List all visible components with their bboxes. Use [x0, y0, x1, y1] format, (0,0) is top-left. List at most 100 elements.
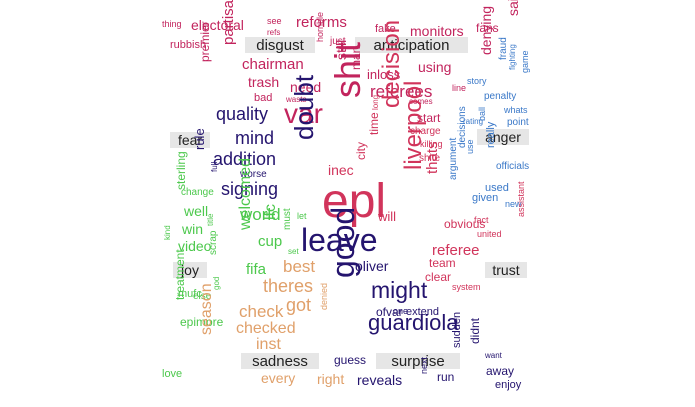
word-need: need: [290, 79, 322, 95]
category-label-anticipation: anticipation: [355, 37, 468, 53]
category-label-disgust: disgust: [245, 37, 315, 53]
word-every: every: [261, 370, 296, 386]
word-cup: cup: [258, 233, 283, 250]
word-kind: kind: [163, 225, 172, 240]
word-referee: referee: [432, 242, 480, 259]
word-theres: theres: [263, 276, 314, 296]
word-partisan: partisan: [220, 0, 237, 45]
word-next: next: [419, 356, 429, 374]
word-point: point: [507, 117, 529, 128]
word-referees: referees: [370, 82, 433, 101]
word-shit: shit: [327, 41, 368, 98]
word-enjoy: enjoy: [495, 379, 522, 391]
word-want: want: [485, 351, 502, 360]
word-long: long: [371, 94, 380, 110]
word-premier: premier: [198, 21, 212, 62]
word-epimore: epimore: [180, 315, 224, 329]
word-leave: leave: [301, 222, 378, 258]
word-welcomed: welcomed: [237, 157, 254, 230]
word-full: full: [210, 161, 219, 172]
word-inec: inec: [328, 162, 354, 178]
word-just: just: [330, 36, 346, 47]
word-reveals: reveals: [357, 372, 403, 388]
word-might: might: [371, 277, 428, 303]
word-wasts: wasts: [286, 95, 307, 104]
word-guardiola: guardiola: [368, 310, 459, 335]
word-denying: denying: [478, 5, 494, 55]
word-doubt: doubt: [289, 74, 319, 140]
word-charge: charge: [410, 126, 441, 137]
word-rule: rule: [192, 128, 207, 150]
word-sterling: sterling: [174, 151, 188, 190]
word-lfc: lfc: [262, 204, 279, 220]
word-whats: whats: [504, 105, 528, 115]
word-var: var: [284, 98, 323, 129]
word-used: used: [485, 182, 509, 194]
word-really: really: [485, 121, 497, 148]
word-given: given: [472, 192, 499, 204]
word-fans: fans: [476, 21, 499, 35]
word-well: well: [184, 203, 209, 219]
word-signing: signing: [221, 179, 279, 199]
category-label-anger: anger: [477, 129, 529, 145]
category-label-joy: joy: [173, 262, 207, 278]
word-right: right: [317, 371, 345, 387]
word-fighting: fighting: [508, 44, 517, 70]
word-oliver: oliver: [355, 258, 389, 274]
word-addition: addition: [213, 149, 277, 169]
word-set: set: [288, 247, 299, 256]
category-label-fear: fear: [170, 132, 210, 148]
word-clear: clear: [425, 270, 452, 284]
word-treatment: treatment: [173, 249, 187, 300]
word-run: run: [437, 370, 455, 384]
word-start: start: [417, 111, 441, 125]
word-rubbish: rubbish: [170, 39, 207, 51]
word-away: away: [486, 364, 515, 378]
word-mufc: mufc: [178, 288, 202, 300]
word-time: time: [367, 112, 381, 135]
word-extend: extend: [406, 306, 440, 318]
word-best: best: [283, 257, 316, 276]
word-shite: shite: [419, 153, 441, 164]
word-change: change: [181, 187, 214, 198]
word-video: video: [178, 238, 212, 254]
word-fact: fact: [474, 215, 489, 225]
word-obvious: obvious: [444, 217, 486, 231]
word-city: city: [354, 142, 368, 160]
word-monitors: monitors: [410, 23, 464, 39]
word-world: world: [240, 205, 281, 224]
word-ball: ball: [477, 106, 487, 121]
word-else: else: [193, 291, 212, 302]
word-story: story: [467, 76, 487, 86]
word-win: win: [182, 221, 204, 237]
word-reforms: reforms: [296, 14, 347, 31]
category-label-trust: trust: [485, 262, 527, 278]
word-assistant: assistant: [516, 181, 526, 217]
word-checked: checked: [236, 320, 296, 337]
word-fifa: fifa: [246, 261, 267, 278]
word-united: united: [477, 229, 502, 239]
word-one: one: [393, 306, 409, 316]
word-will: will: [378, 209, 397, 224]
word-see: see: [267, 16, 282, 26]
word-love: love: [162, 368, 183, 380]
category-label-surprise: surprise: [376, 353, 460, 369]
word-line: line: [452, 83, 467, 93]
word-inst: inst: [256, 336, 281, 353]
word-team: team: [429, 256, 456, 270]
word-title: title: [206, 213, 215, 226]
word-let: let: [297, 211, 307, 221]
word-check: check: [239, 302, 284, 321]
word-guess: guess: [334, 353, 367, 367]
word-worse: worse: [240, 169, 267, 180]
word-killing: killing: [420, 139, 443, 149]
word-thing: thing: [162, 19, 182, 29]
word-penalty: penalty: [484, 91, 517, 102]
word-ofvar: ofvar: [376, 305, 403, 319]
word-fake: fake: [375, 23, 396, 35]
word-comes: comes: [409, 97, 433, 106]
word-chairman: chairman: [242, 56, 304, 73]
word-refs: refs: [267, 28, 281, 37]
word-officials: officials: [496, 161, 530, 172]
word-got: got: [286, 295, 312, 315]
